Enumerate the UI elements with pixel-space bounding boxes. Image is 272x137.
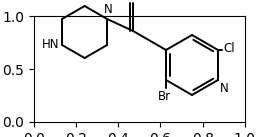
Text: Br: Br (157, 90, 171, 103)
Text: HN: HN (42, 38, 59, 52)
Text: N: N (220, 82, 229, 95)
Text: N: N (104, 3, 113, 16)
Text: Cl: Cl (223, 42, 235, 55)
